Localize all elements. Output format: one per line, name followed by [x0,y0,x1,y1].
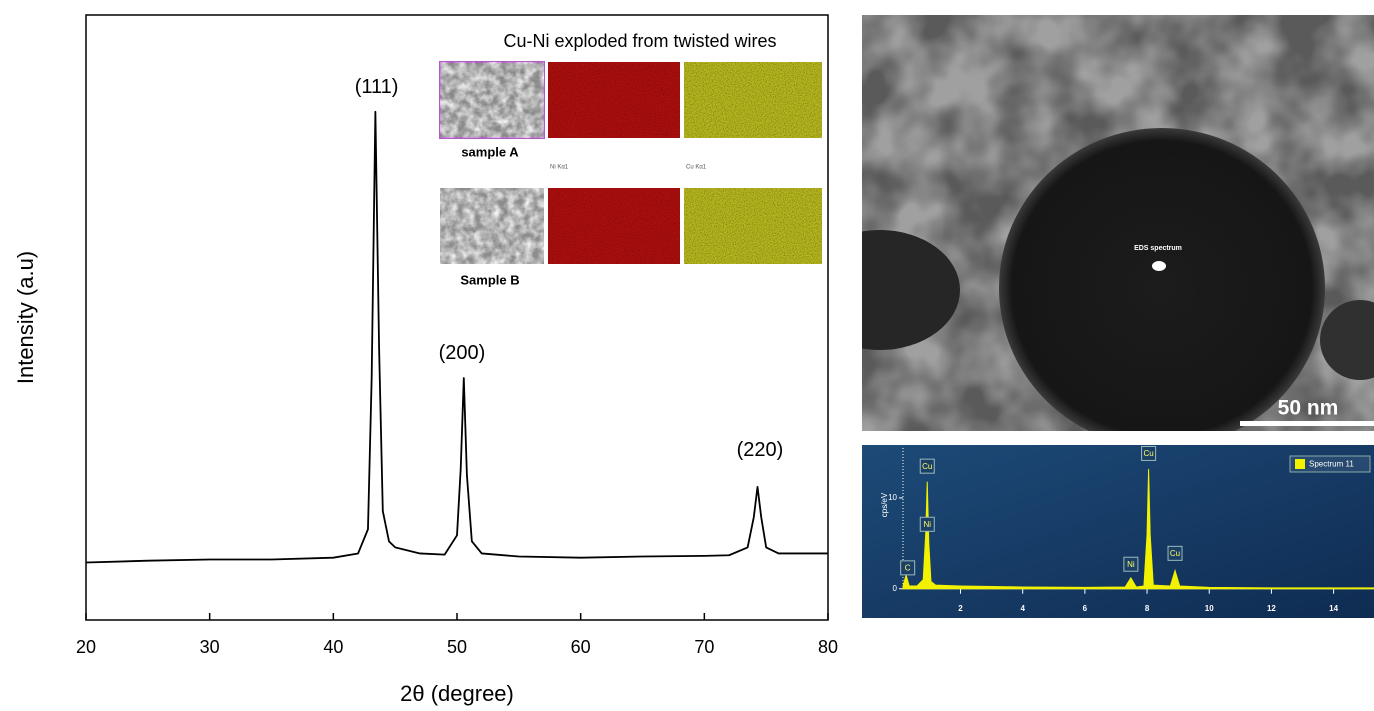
x-tick-label: 20 [76,637,96,657]
area [902,468,1374,590]
x-tick-label: 70 [694,637,714,657]
cu-map [684,188,822,264]
spot [1152,261,1166,271]
sample-label: sample A [461,144,519,159]
peak-label: C [905,563,911,572]
x-tick-label: 4 [1020,604,1025,613]
x-axis-label: 2θ (degree) [400,681,514,706]
x-tick-label: 40 [323,637,343,657]
map-label: Ni Kα1 [550,165,569,171]
x-tick-label: 8 [1145,604,1150,613]
peak-label-box [900,560,916,576]
legend-box [1289,455,1371,473]
map-label: Cu Kα1 [686,165,707,171]
x-tick-label: 14 [1329,604,1338,613]
sample-label: Sample B [460,272,519,287]
tem-label: EDS spectrum [1134,245,1182,252]
peak-label: Cu [1170,549,1180,558]
scale-bar [1240,421,1374,426]
peak-label: Ni [1127,560,1135,569]
x-tick-label: 6 [1083,604,1088,613]
y-axis-label: Intensity (a.u) [13,251,38,384]
cu-map [684,62,822,138]
inset: Cu-Ni exploded from twisted wires sample… [439,31,822,287]
peak-label-box [919,516,935,532]
sem-texture [440,62,544,138]
line [85,110,828,564]
x-tick-label: 50 [447,637,467,657]
peak-label-box [1167,545,1183,561]
peak-label: Cu [1143,449,1153,458]
particle [862,230,960,350]
tem-image: EDS spectrum 50 nm [862,15,1374,431]
peak-label: Ni [923,520,931,529]
peak-label: (111) [355,76,399,98]
legend-swatch [1295,459,1305,469]
peak-label: Cu [922,462,932,471]
y-tick-label: 10 [888,493,897,502]
ni-map [548,62,680,138]
peak-label: (200) [439,342,486,364]
y-axis-label: cps/eV [880,492,889,517]
peak-label-box [919,458,935,474]
y-tick-label: 0 [893,584,898,593]
x-tick-label: 60 [571,637,591,657]
peak-label-box [1141,445,1157,461]
x-tick-label: 12 [1267,604,1276,613]
scale-bar-label: 50 nm [1278,397,1339,420]
legend-label: Spectrum 11 [1309,460,1354,469]
peak-label: (220) [737,439,784,461]
ni-map [548,188,680,264]
peak-label-box [1123,556,1139,572]
x-tick-label: 30 [200,637,220,657]
x-tick-label: 80 [818,637,838,657]
x-tick-label: 2 [958,604,963,613]
particle [1320,300,1374,380]
inset-title: Cu-Ni exploded from twisted wires [503,31,776,51]
x-tick-label: 10 [1205,604,1214,613]
particle [999,128,1325,431]
sem-texture [440,188,544,264]
